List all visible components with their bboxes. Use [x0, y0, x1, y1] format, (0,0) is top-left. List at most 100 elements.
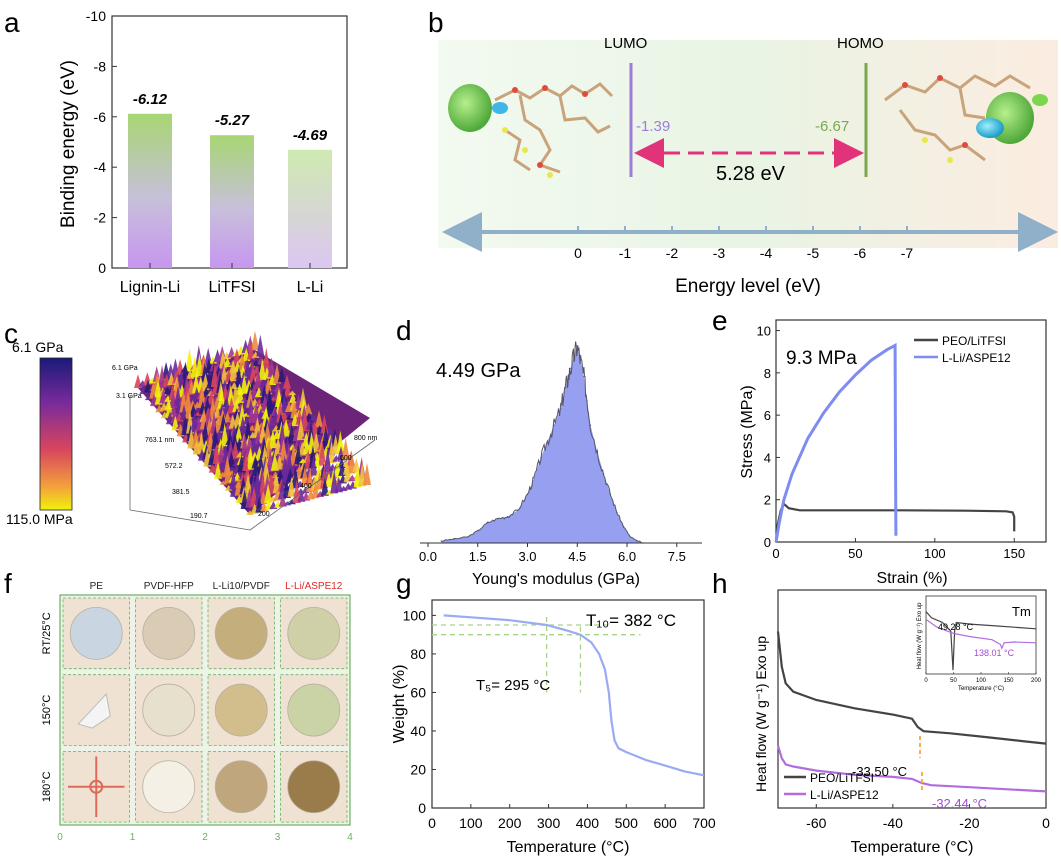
membrane-disc: [214, 683, 268, 737]
histogram-bin-point: [596, 451, 598, 453]
photo-column-header: PVDF-HFP: [144, 581, 194, 592]
inset-xtick-label: 0: [924, 678, 928, 684]
histogram-bin-point: [589, 424, 592, 426]
panel-d-xtick-label: 6.0: [618, 549, 636, 564]
shrunk-pe-film: [77, 692, 111, 729]
panel-e-xtick-label: 0: [772, 546, 779, 561]
panel-e-ytick-label: 6: [764, 408, 771, 423]
surface-peak: [251, 330, 259, 350]
surface-peak: [311, 482, 320, 499]
surface-peak: [232, 461, 241, 467]
surface-peak: [268, 429, 277, 449]
panel-h-xtick-label: 0: [1042, 815, 1050, 831]
surface-peak: [181, 361, 190, 381]
y-tick-2: 572.2: [165, 463, 183, 470]
membrane-disc: [287, 606, 341, 660]
surface-peak: [278, 493, 287, 507]
histogram-bin-point: [570, 367, 572, 370]
membrane-disc: [69, 606, 123, 660]
homo-label: HOMO: [837, 35, 884, 52]
surface-peak: [266, 394, 275, 418]
panel-a-category-label: LiTFSI: [208, 279, 255, 296]
surface-peak: [292, 479, 301, 503]
panel-e-legend: PEO/LiTFSI L-Li/ASPE12: [914, 334, 1011, 365]
panel-letter-f: f: [4, 568, 12, 599]
surface-peak: [284, 399, 293, 405]
surface-peak: [192, 429, 201, 448]
panel-g-frame: [431, 599, 705, 809]
surface-peak: [159, 388, 168, 404]
surface-peak: [258, 358, 267, 381]
tga-curve: [443, 614, 705, 777]
surface-peak: [217, 385, 226, 409]
histogram-bin-point: [546, 440, 549, 443]
surface-peak: [248, 364, 257, 384]
surface-peak: [238, 402, 247, 426]
panel-g-xtick-label: 700: [692, 815, 716, 831]
panel-e-ytick-label: 0: [764, 535, 771, 550]
histogram-bin-point: [636, 540, 638, 542]
surface-peak: [290, 401, 299, 419]
panel-a-ytick-label: 0: [98, 260, 106, 276]
surface-peak: [294, 443, 303, 465]
membrane-disc: [214, 606, 268, 660]
z-tick-2: 3.1 GPa: [116, 393, 142, 400]
surface-peak: [299, 387, 307, 408]
panel-a-value-label: -5.27: [215, 112, 250, 129]
t10-label: T₁₀= 382 °C: [586, 611, 676, 630]
surface-peak: [283, 383, 292, 397]
inset-ylabel: Heat flow (W g⁻¹) Exo up: [917, 602, 923, 670]
histogram-bin-point: [497, 518, 499, 520]
histogram-bin-point: [573, 355, 575, 357]
legend-lli: L-Li/ASPE12: [942, 351, 1011, 365]
surface-peak: [276, 400, 285, 423]
panel-g-ytick-label: 60: [410, 684, 426, 700]
histogram-bin-point: [516, 509, 519, 512]
panel-h-ylabel: Heat flow (W g⁻¹) Exo up: [753, 636, 769, 792]
surface-peak: [254, 367, 263, 390]
surface-peak: [318, 441, 327, 466]
panel-a-ylabel: Binding energy (eV): [58, 60, 79, 228]
surface-peak: [268, 388, 277, 393]
histogram-bin-point: [629, 536, 631, 538]
surface-peak: [325, 425, 334, 440]
panel-g-ytick-label: 100: [403, 607, 427, 623]
surface-peak: [264, 483, 273, 503]
surface-peak: [244, 473, 253, 494]
t5-label: T₅= 295 °C: [476, 677, 550, 694]
histogram-fill: [441, 346, 644, 543]
panel-d-annotation: 4.49 GPa: [436, 360, 521, 382]
surface-peak: [198, 383, 207, 407]
histogram-bin-point: [477, 530, 479, 532]
gap-label: 5.28 eV: [716, 163, 786, 185]
histogram-bin-point: [579, 359, 582, 361]
energy-axis-tick-label: -3: [713, 245, 726, 261]
surface-peak: [283, 374, 291, 389]
histogram-bin-point: [603, 473, 605, 475]
panel-e-ytick-label: 10: [757, 324, 771, 339]
surface-peak: [262, 347, 271, 371]
panel-a-value-label: -6.12: [133, 91, 168, 108]
panel-letter-b: b: [428, 7, 444, 38]
histogram-bin-point: [440, 540, 442, 542]
surface-peak: [276, 412, 285, 431]
surface-peak: [312, 431, 321, 452]
x-tick-3: 600: [340, 455, 352, 462]
membrane-disc: [214, 760, 268, 814]
surface-peak: [229, 359, 238, 382]
histogram-bin-point: [576, 345, 578, 347]
surface-peak: [174, 385, 183, 407]
panel-a-ytick-label: -8: [94, 58, 107, 74]
surface-peak: [204, 406, 213, 428]
x-tick-4: 800 nm: [354, 435, 378, 442]
photo-row-header: 150°C: [41, 695, 53, 726]
z-tick-1: 6.1 GPa: [112, 365, 138, 372]
surface-peak: [287, 476, 296, 497]
surface-peak: [238, 351, 247, 371]
histogram-bin-point: [553, 424, 555, 426]
photo-column-header: L-Li/ASPE12: [285, 581, 343, 592]
panel-g-xlabel: Temperature (°C): [507, 839, 630, 856]
panel-b-energy-diagram: LUMO HOMO -1.39 -6.67 5.28 eV 0 -1 -2 -3 -4 -…: [438, 35, 1058, 297]
surface-peak: [347, 450, 356, 474]
